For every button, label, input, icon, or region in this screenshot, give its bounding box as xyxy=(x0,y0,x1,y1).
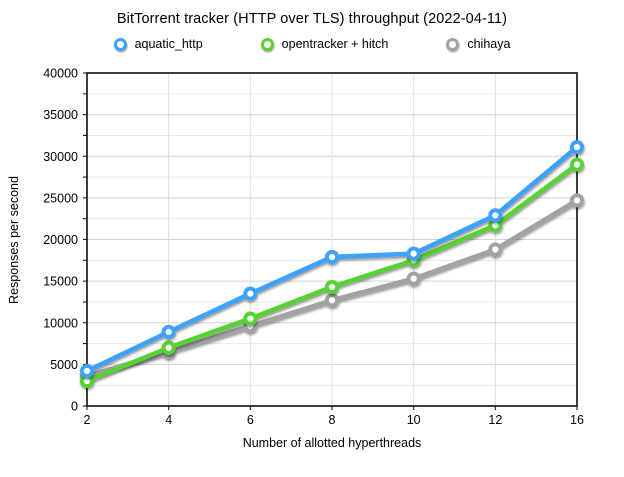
legend-label: aquatic_http xyxy=(134,37,203,51)
legend-marker-icon xyxy=(260,37,274,51)
y-tick-label: 0 xyxy=(71,400,78,414)
legend: aquatic_http opentracker + hitch chihaya xyxy=(0,37,624,51)
y-tick-label: 10000 xyxy=(43,316,78,330)
x-axis-title: Number of allotted hyperthreads xyxy=(242,436,422,450)
y-axis-title: Responses per second xyxy=(7,176,21,304)
data-point xyxy=(569,193,585,208)
data-point xyxy=(161,324,176,339)
legend-marker-icon xyxy=(446,37,460,51)
x-tick-label: 12 xyxy=(488,413,502,427)
chart-title: BitTorrent tracker (HTTP over TLS) throu… xyxy=(116,11,508,27)
data-point xyxy=(243,286,258,301)
x-tick-label: 8 xyxy=(329,413,336,427)
data-point xyxy=(406,246,421,261)
x-tick-label: 10 xyxy=(407,413,421,427)
y-tick-label: 40000 xyxy=(43,67,78,81)
data-point xyxy=(569,140,585,155)
data-point xyxy=(324,279,340,295)
y-tick-label: 5000 xyxy=(50,358,78,372)
legend-item-chihaya: chihaya xyxy=(446,37,510,51)
x-tick-label: 4 xyxy=(165,413,172,427)
data-point xyxy=(569,157,585,172)
data-point xyxy=(243,311,258,326)
x-tick-label: 2 xyxy=(84,413,91,427)
legend-label: opentracker + hitch xyxy=(281,37,389,51)
series-opentracker-hitch xyxy=(79,157,585,389)
x-tick-label: 16 xyxy=(570,413,584,427)
y-tick-label: 35000 xyxy=(43,108,78,122)
data-point xyxy=(324,249,340,265)
y-tick-label: 30000 xyxy=(43,150,78,164)
data-point xyxy=(488,242,503,257)
y-tick-label: 25000 xyxy=(43,191,78,205)
data-point xyxy=(79,363,95,379)
data-point xyxy=(406,271,421,286)
data-point xyxy=(324,293,340,308)
legend-marker-icon xyxy=(113,37,127,51)
data-point xyxy=(488,208,503,223)
legend-item-aquatic-http: aquatic_http xyxy=(113,37,203,51)
series-aquatic-http xyxy=(79,140,585,379)
legend-item-opentracker-hitch: opentracker + hitch xyxy=(260,37,389,51)
y-tick-label: 20000 xyxy=(43,233,78,247)
data-point xyxy=(161,340,176,355)
x-tick-label: 6 xyxy=(247,413,254,427)
legend-label: chihaya xyxy=(467,37,511,51)
y-tick-label: 15000 xyxy=(43,275,78,289)
